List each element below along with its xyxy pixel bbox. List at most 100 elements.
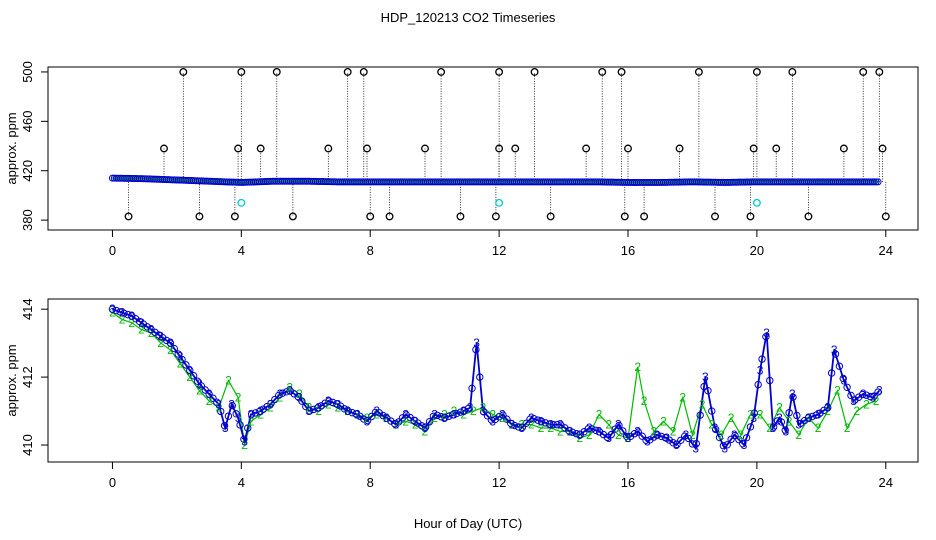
green-series-label: 2 bbox=[286, 380, 293, 394]
top-x-tick-label: 24 bbox=[879, 243, 893, 258]
green-series-label: 2 bbox=[315, 404, 322, 418]
blue-series-marker bbox=[460, 407, 469, 415]
outlier-point bbox=[640, 212, 649, 221]
blue-series-marker bbox=[178, 355, 186, 364]
green-series-label: 2 bbox=[699, 397, 706, 411]
blue-series-label: 3 bbox=[451, 407, 458, 421]
blue-series-marker bbox=[394, 418, 403, 426]
green-series-label: 2 bbox=[625, 431, 632, 445]
blue-series-marker bbox=[278, 389, 287, 397]
blue-series-marker bbox=[425, 418, 434, 426]
top-plot-frame bbox=[47, 66, 919, 231]
blue-series-marker bbox=[766, 376, 774, 385]
blue-series-marker bbox=[650, 433, 658, 441]
outlier-point bbox=[366, 212, 375, 221]
chart-title: HDP_120213 CO2 Timeseries bbox=[381, 10, 556, 25]
blue-series-label: 3 bbox=[460, 404, 467, 418]
baseline-point bbox=[872, 178, 880, 186]
blue-series-label: 3 bbox=[286, 384, 293, 398]
cyan-point bbox=[495, 198, 504, 207]
green-series-label: 2 bbox=[296, 387, 303, 401]
green-series-label: 2 bbox=[277, 390, 284, 404]
outlier-point bbox=[343, 67, 352, 76]
baseline-point bbox=[874, 178, 882, 186]
blue-series-label: 3 bbox=[109, 302, 116, 316]
bottom-x-tick-label: 20 bbox=[750, 475, 764, 490]
blue-series-marker bbox=[657, 432, 666, 441]
blue-series-marker bbox=[418, 422, 426, 430]
blue-series-marker bbox=[746, 423, 755, 431]
blue-series-marker bbox=[549, 420, 557, 429]
blue-series-marker bbox=[193, 377, 202, 385]
outlier-point bbox=[195, 212, 204, 221]
blue-series-marker bbox=[677, 436, 685, 444]
top-y-tick-label: 500 bbox=[20, 61, 35, 83]
blue-series-marker bbox=[224, 412, 233, 420]
blue-series-marker bbox=[236, 421, 244, 429]
blue-series-marker bbox=[313, 404, 322, 412]
green-series-label: 2 bbox=[364, 411, 371, 425]
green-series-label: 2 bbox=[518, 418, 525, 432]
blue-series-label: 3 bbox=[412, 414, 419, 428]
blue-series-label: 3 bbox=[393, 418, 400, 432]
blue-series-label: 3 bbox=[364, 414, 371, 428]
blue-series-label: 3 bbox=[783, 424, 790, 438]
blue-series-marker bbox=[758, 355, 766, 363]
blue-series-label: 3 bbox=[596, 424, 603, 438]
green-series-label: 2 bbox=[422, 424, 429, 438]
blue-series-marker bbox=[333, 400, 341, 408]
cyan-point bbox=[237, 198, 246, 207]
blue-series-marker bbox=[325, 397, 333, 405]
blue-series-marker bbox=[541, 419, 550, 427]
x-axis-label: Hour of Day (UTC) bbox=[414, 516, 522, 531]
blue-series-marker bbox=[696, 411, 704, 419]
blue-series-marker bbox=[166, 339, 175, 347]
blue-series-label: 3 bbox=[538, 414, 545, 428]
green-series-label: 2 bbox=[412, 418, 419, 432]
blue-series-label: 3 bbox=[654, 428, 661, 442]
blue-series-marker bbox=[371, 408, 380, 417]
blue-series-marker bbox=[244, 424, 252, 432]
green-series-label: 2 bbox=[747, 407, 754, 421]
green-series-label: 2 bbox=[679, 390, 686, 404]
green-series-label: 2 bbox=[215, 401, 222, 415]
blue-series-marker bbox=[305, 407, 314, 415]
green-series-label: 2 bbox=[335, 401, 342, 415]
blue-series-label: 3 bbox=[557, 418, 564, 432]
blue-series-marker bbox=[522, 419, 530, 427]
blue-series-label: 3 bbox=[518, 421, 525, 435]
baseline-point bbox=[870, 178, 878, 186]
green-series-label: 2 bbox=[128, 316, 135, 330]
green-series-label: 2 bbox=[805, 411, 812, 425]
green-series-label: 2 bbox=[596, 407, 603, 421]
green-series-label: 2 bbox=[834, 384, 841, 398]
blue-series-marker bbox=[789, 393, 797, 401]
blue-series-marker bbox=[553, 420, 561, 429]
outlier-point bbox=[546, 212, 555, 221]
blue-series-marker bbox=[642, 436, 650, 444]
outlier-point bbox=[749, 144, 758, 153]
outlier-point bbox=[495, 67, 504, 76]
green-series-label: 2 bbox=[373, 407, 380, 421]
blue-series-marker bbox=[804, 414, 813, 422]
blue-series-label: 3 bbox=[196, 377, 203, 391]
blue-series-marker bbox=[607, 430, 615, 439]
blue-series-label: 3 bbox=[325, 394, 332, 408]
blue-series-label: 3 bbox=[860, 387, 867, 401]
blue-series-marker bbox=[124, 310, 132, 319]
blue-series-marker bbox=[704, 386, 712, 395]
blue-series-marker bbox=[468, 384, 476, 393]
blue-series-marker bbox=[870, 392, 878, 400]
blue-series-marker bbox=[727, 435, 735, 444]
green-series-label: 2 bbox=[509, 418, 516, 432]
green-series-label: 2 bbox=[718, 428, 725, 442]
blue-series-marker bbox=[711, 425, 720, 434]
green-series-label: 2 bbox=[844, 421, 851, 435]
blue-series-label: 3 bbox=[757, 363, 764, 377]
blue-series-label: 3 bbox=[473, 336, 480, 350]
green-series-label: 2 bbox=[528, 418, 535, 432]
blue-series-marker bbox=[510, 421, 519, 430]
bottom-y-tick-label: 414 bbox=[20, 298, 35, 320]
blue-series-marker bbox=[688, 440, 697, 448]
